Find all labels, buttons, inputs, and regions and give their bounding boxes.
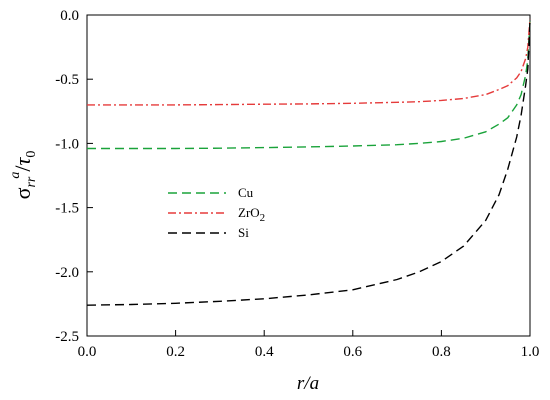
y-axis-label: σrra/τ0 <box>8 151 39 200</box>
series-line-si <box>86 21 531 306</box>
y-tick-label: 0.0 <box>60 8 79 24</box>
x-tick-label: 0.4 <box>255 344 274 360</box>
axis-ticks: 0.0 0.2 0.4 0.6 0.8 1.0 0.0 -0.5 -1.0 -1.5 -2.0 -2.… <box>55 8 539 360</box>
y-axis-label-sub: rr <box>24 176 39 187</box>
legend-label-main: ZrO <box>238 205 260 220</box>
y-tick-label: -1.5 <box>55 201 79 217</box>
legend-label-cu: Cu <box>238 185 254 200</box>
y-axis-label-main: σ <box>10 187 35 199</box>
x-tick-label: 0.6 <box>343 344 362 360</box>
x-tick-label: 0.0 <box>78 344 97 360</box>
x-tick-label: 1.0 <box>521 344 540 360</box>
x-tick-label: 0.2 <box>166 344 185 360</box>
y-tick-label: -2.0 <box>55 265 79 281</box>
x-tick-label: 0.8 <box>432 344 451 360</box>
legend-label-si: Si <box>238 225 249 240</box>
series-layer <box>86 18 531 306</box>
y-axis-label-denom-sub: 0 <box>24 151 39 158</box>
series-line-zro2 <box>87 18 531 106</box>
y-axis-label-slash: / <box>10 165 35 172</box>
legend-label-main: Si <box>238 225 249 240</box>
y-tick-label: -2.5 <box>55 329 79 345</box>
plot-frame <box>86 14 531 337</box>
y-axis-label-sup: a <box>8 172 23 179</box>
y-axis-label-denom: τ <box>10 156 35 165</box>
y-axis-title: σrra/τ0 <box>8 151 39 200</box>
y-tick-label: -0.5 <box>55 72 79 88</box>
x-axis-title: r/a <box>297 373 319 394</box>
legend-label-zro2: ZrO2 <box>238 205 265 224</box>
legend-label-sub: 2 <box>260 212 266 224</box>
y-tick-label: -1.0 <box>55 136 79 152</box>
legend-label-main: Cu <box>238 185 254 200</box>
series-line-cu <box>87 21 531 150</box>
x-axis-label: r/a <box>297 373 319 394</box>
